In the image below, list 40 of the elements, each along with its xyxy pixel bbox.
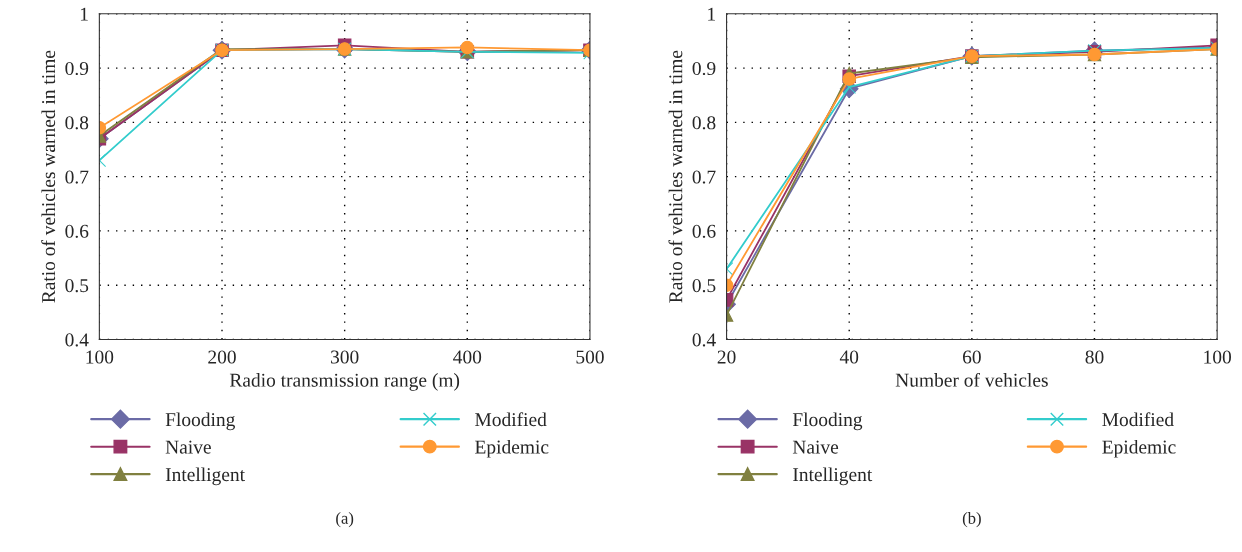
y-tick-label: 0.9 [692,61,716,76]
x-tick-label: 200 [208,350,236,364]
legend-label: Naive [165,440,211,454]
x-tick-label: 300 [331,350,359,364]
y-tick-label: 0.4 [65,333,89,347]
legend-label: Modified [475,412,547,427]
legend-label: Modified [1102,412,1174,427]
y-tick-label: 0.7 [692,170,716,184]
y-tick-label: 0.5 [692,279,716,293]
legend-label: Naive [792,440,839,454]
x-tick-label: 100 [86,350,114,364]
y-tick-label: 0.4 [692,333,716,347]
x-axis-title: Number of vehicles [895,372,1048,387]
legend-label: Epidemic [475,439,549,458]
y-tick-label: 0.8 [692,116,716,130]
y-tick-label: 0.9 [65,61,89,76]
x-axis-title: Radio transmission range (m) [229,373,460,391]
x-tick-label: 100 [1204,350,1231,364]
legend-label: Intelligent [165,467,245,486]
legend-label: Flooding [792,412,863,431]
legend-label: Intelligent [793,467,873,486]
y-tick-label: 0.7 [65,170,89,184]
x-tick-label: 60 [962,350,981,364]
text: (a) [336,512,354,528]
y-tick-label: 0.8 [65,116,89,130]
y-tick-label: 0.5 [65,279,89,293]
x-tick-label: 40 [839,350,859,364]
legend-label: Flooding [165,412,235,431]
x-tick-label: 500 [576,350,604,364]
legend-label: Epidemic [1102,439,1176,458]
y-tick-label: 1 [80,7,88,21]
y-axis-title: Ratio of vehicles warned in time [668,50,683,303]
y-tick-label: 0.6 [692,224,716,238]
y-tick-label: 1 [708,7,715,21]
x-tick-label: 20 [717,350,736,364]
y-axis-title: Ratio of vehicles warned in time [41,50,56,303]
text: (b) [962,512,981,528]
y-tick-label: 0.6 [65,224,89,238]
x-tick-label: 400 [453,350,482,364]
x-tick-label: 80 [1085,350,1104,364]
